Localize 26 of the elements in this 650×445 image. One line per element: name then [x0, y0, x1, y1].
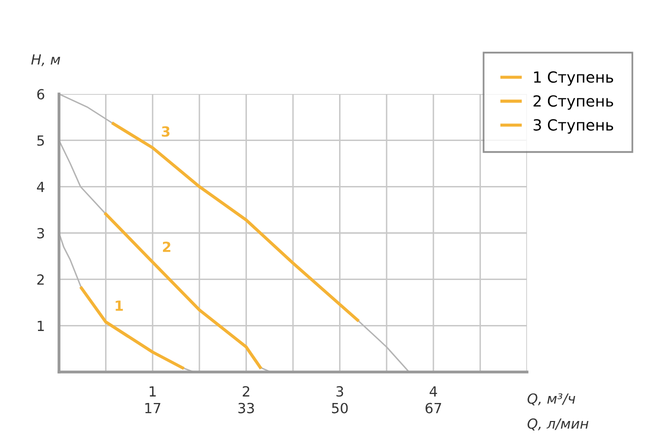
y-tick-label: 3	[37, 228, 44, 238]
y-tick-label: 6	[37, 88, 44, 100]
line-series	[80, 286, 184, 370]
x2-tick-label: 67	[426, 402, 442, 414]
x2-tick-label: 50	[332, 402, 348, 414]
line-series	[112, 122, 360, 322]
y-axis-title: H, м	[31, 54, 60, 66]
x-tick-label: 3	[336, 386, 344, 397]
x2-axis-title: Q, л/мин	[528, 418, 588, 430]
legend-label: 2 Ступень	[534, 95, 614, 110]
line-series	[104, 212, 262, 369]
x-tick-label: 2	[242, 386, 250, 396]
x-tick-label: 4	[430, 386, 438, 396]
x-axis-title: Q, м³/ч	[528, 393, 576, 406]
legend-label: 3 Ступень	[534, 119, 614, 134]
legend-label: 1 Ступень	[534, 71, 614, 86]
y-tick-label: 4	[36, 182, 44, 192]
x2-tick-label: 17	[145, 403, 160, 414]
y-tick-label: 1	[38, 320, 44, 331]
x2-tick-label: 33	[238, 402, 254, 414]
annotation: 2	[162, 242, 170, 252]
x-tick-label: 1	[150, 386, 156, 396]
annotation: 3	[162, 126, 170, 137]
y-tick-label: 5	[37, 135, 44, 146]
y-tick-label: 2	[37, 274, 44, 285]
annotation: 1	[116, 300, 123, 311]
